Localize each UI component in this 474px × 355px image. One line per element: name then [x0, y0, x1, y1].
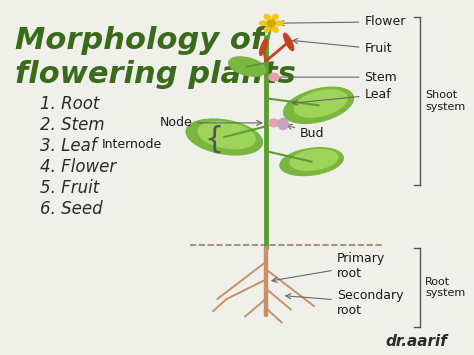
Ellipse shape [283, 87, 354, 124]
Ellipse shape [272, 27, 278, 32]
Circle shape [269, 119, 279, 127]
Text: 5. Fruit: 5. Fruit [40, 179, 100, 197]
Text: 4. Flower: 4. Flower [40, 158, 117, 176]
Text: Root
system: Root system [425, 277, 465, 298]
Text: Internode: Internode [102, 137, 162, 151]
Ellipse shape [264, 14, 270, 20]
Text: Fruit: Fruit [292, 39, 392, 55]
Ellipse shape [290, 149, 337, 170]
Text: 6. Seed: 6. Seed [40, 200, 103, 218]
Ellipse shape [264, 27, 270, 32]
Text: 1. Root: 1. Root [40, 95, 100, 113]
Text: Morphology of: Morphology of [15, 26, 264, 55]
Text: Secondary
root: Secondary root [286, 289, 403, 317]
Text: 3. Leaf: 3. Leaf [40, 137, 97, 155]
Text: Stem: Stem [272, 71, 397, 84]
Ellipse shape [295, 90, 347, 117]
Text: Node: Node [159, 116, 262, 130]
Ellipse shape [198, 122, 255, 149]
Text: 2. Stem: 2. Stem [40, 116, 105, 134]
Ellipse shape [260, 39, 267, 55]
Text: dr.aarif: dr.aarif [385, 334, 447, 349]
Text: flowering plants: flowering plants [15, 60, 296, 88]
Text: Primary
root: Primary root [272, 252, 385, 282]
Ellipse shape [275, 21, 283, 25]
Ellipse shape [259, 21, 267, 25]
Text: Leaf: Leaf [292, 88, 391, 105]
Ellipse shape [272, 14, 278, 20]
Ellipse shape [229, 57, 266, 76]
Ellipse shape [186, 119, 263, 155]
Text: Bud: Bud [287, 124, 325, 140]
Ellipse shape [278, 118, 288, 130]
Text: Shoot
system: Shoot system [425, 90, 465, 111]
Ellipse shape [280, 148, 343, 176]
Ellipse shape [284, 33, 293, 50]
Circle shape [267, 20, 275, 26]
Circle shape [269, 73, 279, 81]
Text: {: { [205, 124, 224, 153]
Text: Flower: Flower [279, 15, 406, 28]
